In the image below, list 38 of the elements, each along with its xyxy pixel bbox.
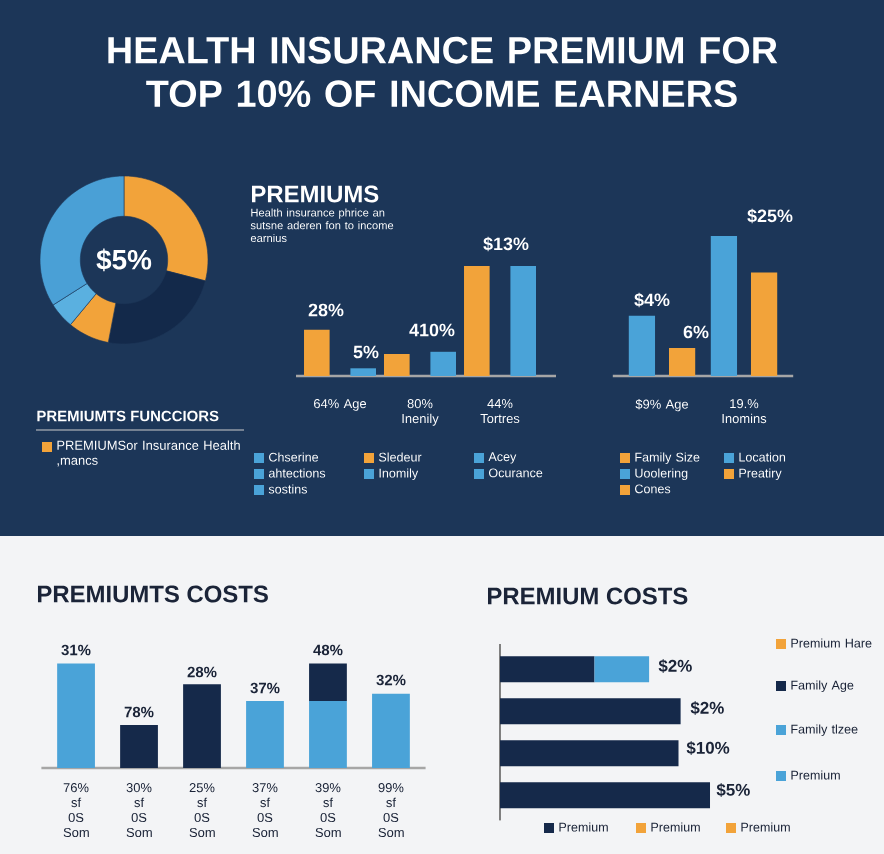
bar — [750, 272, 778, 376]
annotation: $4% — [634, 292, 670, 308]
text: $5% — [716, 783, 750, 797]
bar — [57, 663, 95, 768]
bar — [510, 265, 537, 376]
annotation: $2% — [690, 701, 724, 715]
bar — [668, 347, 696, 376]
bar — [500, 698, 681, 725]
bar — [500, 656, 595, 683]
bar — [350, 368, 377, 376]
bar — [246, 701, 284, 768]
text: HEALTH INSURANCE PREMIUM FOR TOP 10% OF INCOME EARNERS — [108, 36, 778, 108]
bar — [594, 656, 650, 683]
bar — [384, 353, 410, 376]
bar — [372, 693, 410, 768]
annotation: $2% — [658, 659, 692, 673]
bar — [309, 663, 347, 702]
bar — [309, 701, 347, 768]
annotation: 28% — [308, 303, 344, 317]
annotation: 410% — [409, 323, 455, 337]
bar — [120, 725, 158, 768]
annotation: 5% — [353, 345, 379, 359]
bar — [183, 684, 221, 768]
annotation: 6% — [683, 325, 709, 339]
annotation: $10% — [686, 741, 730, 755]
chart-title: PREMIUM COSTS — [488, 587, 688, 605]
text: $5% — [96, 248, 152, 272]
bar — [304, 329, 330, 376]
bar — [628, 315, 656, 376]
text: $25% — [747, 208, 793, 224]
text: $13% — [483, 236, 529, 252]
bar — [710, 235, 738, 376]
chart-title: PREMIUMTS COSTS — [37, 585, 268, 603]
bar — [500, 740, 679, 767]
bar — [464, 265, 490, 376]
bar — [430, 351, 457, 376]
chart-title: PREMIUMS — [252, 185, 379, 203]
bar — [500, 782, 711, 809]
